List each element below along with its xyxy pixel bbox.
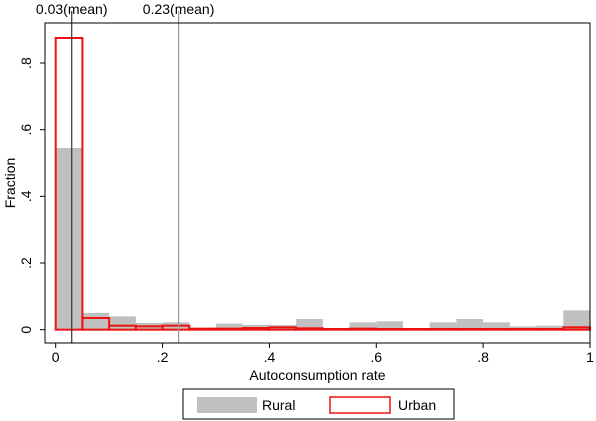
bar-urban-0 [54, 37, 84, 331]
legend-label-urban: Urban [398, 397, 436, 413]
bar-urban-11 [348, 327, 378, 331]
reference-line-label-1: 0.23(mean) [143, 1, 215, 17]
bar-urban-5 [188, 327, 217, 331]
bar-rural-18 [536, 325, 564, 330]
y-tick-label-1: .2 [18, 257, 34, 269]
bars-layer [54, 37, 591, 331]
bar-urban-9 [295, 327, 324, 331]
legend-swatch-urban [329, 396, 391, 414]
x-tick-label-5: 1 [586, 349, 594, 365]
bar-urban-7 [241, 327, 271, 331]
legend-swatch-rural [197, 397, 257, 413]
bar-urban-1 [81, 317, 111, 331]
bar-rural-2 [109, 316, 136, 330]
bar-rural-9 [296, 319, 323, 330]
x-axis: 0 .2 .4 .6 .8 1 [52, 343, 594, 365]
x-tick-label-3: .6 [370, 349, 382, 365]
bar-urban-13 [401, 328, 431, 331]
plot-area-frame [44, 22, 591, 344]
bar-urban-14 [428, 328, 458, 331]
bar-rural-1 [82, 313, 110, 330]
legend: Rural Urban [182, 388, 455, 420]
bar-urban-6 [214, 327, 244, 331]
y-axis: 0 .2 .4 .6 .8 [18, 57, 45, 334]
bar-rural-17 [509, 326, 537, 330]
bar-urban-17 [508, 328, 538, 331]
bar-rural-14 [429, 322, 457, 330]
bar-urban-12 [375, 328, 404, 331]
x-tick-label-1: .2 [157, 349, 169, 365]
bar-rural-12 [376, 321, 403, 330]
reference-line-label-0: 0.03(mean) [36, 1, 108, 17]
legend-label-rural: Rural [262, 397, 295, 413]
y-tick-label-2: .4 [18, 190, 34, 202]
bar-rural-0 [55, 148, 83, 330]
bar-rural-19 [563, 310, 590, 330]
reference-lines-layer: 0.03(mean) 0.23(mean) [36, 1, 214, 343]
x-tick-label-2: .4 [264, 349, 276, 365]
bar-rural-15 [456, 319, 484, 330]
x-tick-label-0: 0 [52, 349, 60, 365]
x-axis-title: Autoconsumption rate [249, 367, 385, 383]
y-axis-title: Fraction [2, 158, 18, 209]
x-tick-label-4: .8 [477, 349, 489, 365]
y-tick-label-3: .6 [18, 124, 34, 136]
bar-urban-10 [321, 328, 351, 331]
y-tick-label-0: 0 [18, 326, 34, 334]
bar-urban-16 [482, 328, 511, 331]
bar-urban-15 [455, 328, 485, 331]
bar-urban-18 [535, 328, 565, 331]
bar-rural-6 [215, 323, 243, 330]
y-tick-label-4: .8 [18, 57, 34, 69]
bar-rural-11 [349, 322, 377, 330]
bar-rural-16 [483, 322, 510, 330]
